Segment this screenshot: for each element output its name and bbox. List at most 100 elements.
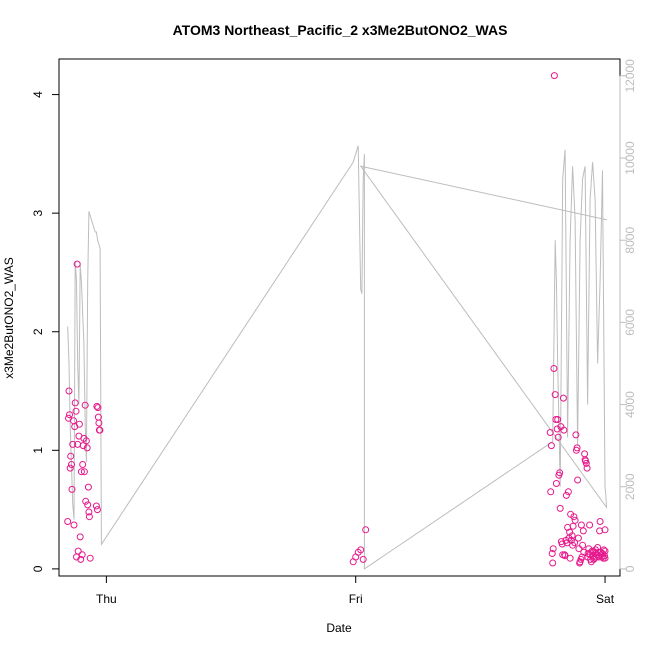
data-point — [575, 545, 583, 553]
data-point — [65, 387, 73, 395]
data-point — [551, 391, 559, 399]
data-point — [77, 555, 85, 563]
data-point — [570, 513, 578, 521]
data-point — [601, 526, 609, 534]
data-point — [556, 504, 564, 512]
y-tick-label: 1 — [31, 447, 45, 454]
y2-tick-label: 0 — [623, 565, 637, 572]
data-point — [549, 559, 557, 567]
data-point — [554, 416, 562, 423]
data-point — [559, 394, 567, 402]
data-point — [568, 532, 576, 540]
data-point — [66, 411, 73, 419]
data-point — [81, 401, 89, 409]
data-point — [79, 461, 87, 468]
data-point — [85, 508, 93, 516]
data-point — [79, 442, 87, 450]
data-point — [560, 426, 568, 434]
data-point — [70, 521, 78, 529]
data-point — [552, 480, 560, 487]
data-point — [93, 402, 101, 410]
data-point — [84, 483, 92, 491]
data-point — [82, 497, 90, 505]
data-points-layer — [64, 72, 609, 567]
plot-frame — [58, 58, 621, 577]
data-point — [564, 488, 572, 496]
data-point — [83, 444, 91, 452]
data-point — [94, 404, 102, 412]
data-point — [68, 485, 76, 493]
data-point — [357, 546, 365, 554]
data-point — [554, 433, 562, 441]
data-point — [572, 431, 580, 439]
data-point — [66, 464, 74, 472]
data-point — [547, 488, 555, 496]
data-point — [69, 440, 77, 448]
data-point — [92, 502, 100, 510]
data-point — [571, 516, 579, 524]
y-tick-label: 3 — [31, 209, 45, 216]
data-point — [601, 547, 609, 555]
data-point — [546, 429, 554, 436]
data-point — [601, 554, 609, 562]
data-point — [550, 72, 558, 80]
data-point — [579, 527, 587, 535]
data-point — [571, 539, 579, 547]
data-point — [78, 551, 86, 559]
y2-tick-label: 12000 — [623, 59, 637, 93]
data-point — [84, 501, 92, 509]
data-point — [70, 417, 77, 425]
data-point — [553, 425, 561, 433]
x-axis-label: Date — [326, 621, 352, 635]
y2-tick-label: 6000 — [623, 309, 637, 336]
data-point — [64, 518, 72, 525]
data-point — [67, 452, 75, 460]
data-point — [96, 426, 104, 434]
x-tick-label: Thu — [96, 592, 117, 606]
y2-tick-label: 4000 — [623, 391, 637, 418]
y2-tick-label: 8000 — [623, 227, 637, 254]
y-axis-left: 0 1 2 3 4 — [31, 91, 60, 572]
data-point — [72, 407, 80, 415]
data-point — [562, 491, 570, 499]
altitude-series-line — [67, 145, 608, 570]
data-point — [86, 554, 94, 562]
data-point — [93, 506, 101, 514]
data-point — [580, 548, 588, 556]
x-tick-label: Fri — [349, 592, 363, 606]
y2-tick-label: 10000 — [623, 141, 637, 175]
y-axis-right: 0 2000 4000 6000 8000 10000 12000 — [619, 59, 637, 572]
data-point — [73, 260, 81, 268]
data-point — [556, 469, 564, 477]
y-tick-label: 4 — [31, 91, 45, 98]
data-point — [558, 540, 566, 548]
data-point — [71, 399, 79, 407]
data-point — [85, 513, 93, 521]
data-point — [362, 526, 370, 534]
data-point — [573, 444, 581, 452]
data-point — [596, 518, 604, 525]
data-point — [547, 442, 555, 450]
chart-title: ATOM3 Northeast_Pacific_2 x3Me2ButONO2_W… — [173, 22, 508, 38]
data-point — [548, 550, 556, 557]
x-tick-label: Sat — [596, 592, 615, 606]
data-point — [80, 468, 88, 476]
data-point — [550, 365, 558, 372]
data-point — [577, 521, 585, 529]
data-point — [549, 545, 557, 553]
data-point — [74, 547, 82, 555]
data-point — [95, 419, 103, 427]
data-point — [581, 450, 589, 458]
y-axis-label: x3Me2ButONO2_WAS — [2, 257, 16, 379]
x-axis: Thu Fri Sat — [96, 575, 615, 606]
data-point — [579, 541, 587, 549]
y-tick-label: 2 — [31, 328, 45, 335]
data-point — [582, 459, 590, 467]
data-point — [77, 468, 85, 476]
data-point — [569, 522, 577, 530]
data-point — [574, 476, 582, 484]
data-point — [583, 464, 591, 472]
data-point — [68, 461, 75, 468]
altitude-line-layer — [67, 145, 608, 570]
